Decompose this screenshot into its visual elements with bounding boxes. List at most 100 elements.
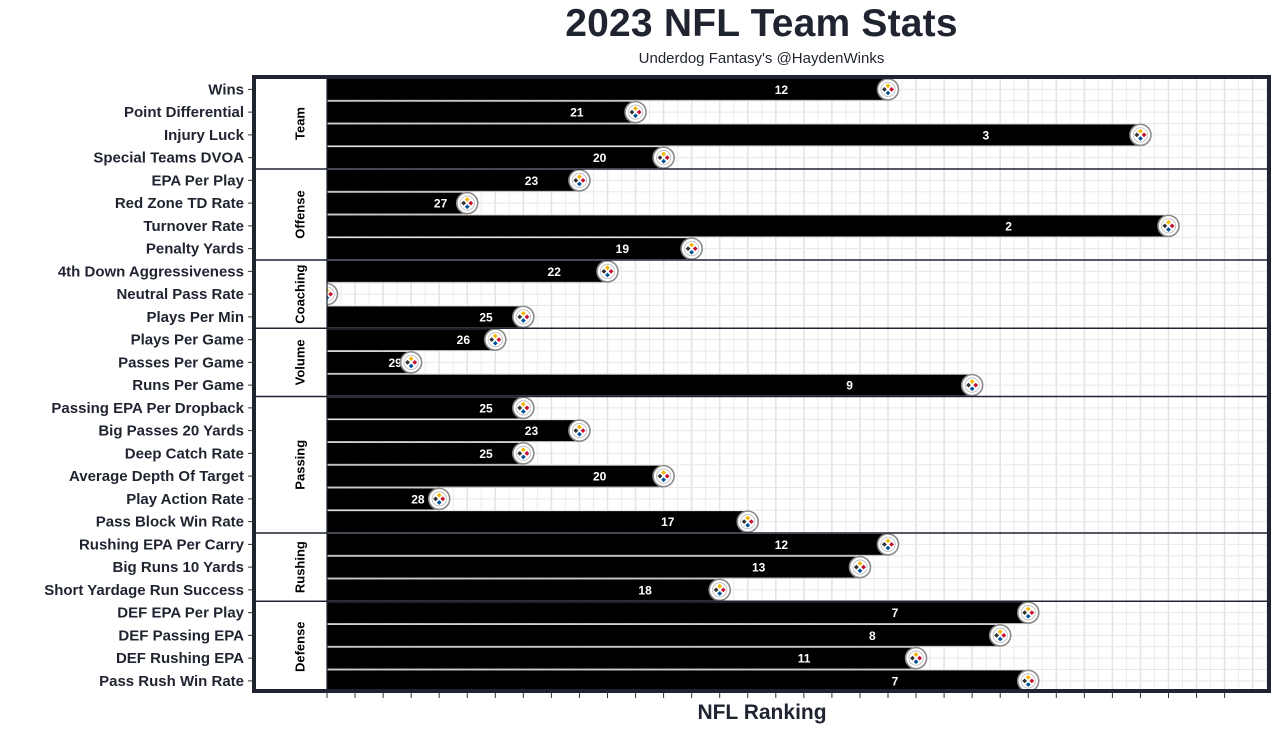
steelers-logo-icon (568, 169, 591, 192)
bar-value-label: 23 (525, 174, 539, 188)
bar (327, 647, 917, 669)
group-strip (254, 601, 327, 693)
bar-value-label: 2 (1005, 219, 1012, 233)
bar-value-label: 17 (661, 515, 675, 529)
bar (327, 670, 1029, 692)
group-label: Volume (293, 339, 308, 385)
category-label: DEF Rushing EPA (116, 650, 244, 667)
bar (327, 306, 524, 328)
bar (327, 215, 1169, 237)
category-label: Plays Per Game (131, 332, 244, 349)
category-label: Runs Per Game (132, 377, 244, 394)
steelers-logo-icon (1129, 123, 1152, 147)
group-label: Rushing (293, 541, 308, 593)
bar (327, 101, 636, 123)
steelers-logo-icon (988, 624, 1012, 647)
group-strip (254, 260, 327, 329)
category-label: Pass Block Win Rate (96, 514, 244, 531)
bar-value-label: 20 (593, 151, 607, 165)
bar (327, 329, 496, 351)
group-strip-layer: Team Offense Coaching Volume Passing Rushing D… (254, 78, 327, 693)
bar (327, 124, 1141, 146)
plot-frame (252, 75, 1271, 693)
category-label: Red Zone TD Rate (115, 195, 244, 212)
category-label: Big Runs 10 Yards (113, 559, 244, 576)
bar (327, 511, 748, 533)
category-label: Passes Per Game (118, 354, 244, 371)
category-label: Special Teams DVOA (93, 150, 244, 167)
category-label: Penalty Yards (146, 241, 244, 258)
bar (327, 420, 580, 442)
bar-value-label: 11 (798, 652, 811, 666)
steelers-logo-icon (483, 328, 507, 351)
bar (327, 556, 860, 578)
group-label: Offense (293, 190, 308, 238)
category-label: Average Depth Of Target (69, 468, 244, 485)
bar (327, 192, 468, 214)
bar-value-label: 25 (479, 310, 493, 324)
group-label: Coaching (293, 264, 308, 323)
group-label: Defense (293, 621, 308, 672)
bar (327, 579, 720, 601)
bar (327, 624, 1001, 646)
bar (327, 147, 664, 169)
bar (327, 260, 608, 282)
steelers-logo-icon (960, 373, 984, 397)
chart-title: 2023 NFL Team Stats (565, 2, 958, 45)
category-label: Neutral Pass Rate (116, 286, 244, 303)
bar-value-label: 21 (570, 106, 584, 120)
bar-value-label: 18 (638, 583, 652, 597)
steelers-logo-icon (596, 260, 619, 283)
category-label: Wins (208, 81, 244, 98)
category-labels-layer: Wins Point Differential Injury Luck Special… (44, 81, 254, 690)
steelers-logo-icon (624, 100, 647, 124)
steelers-logo-icon (512, 305, 535, 329)
frame-layer (252, 75, 1271, 693)
category-label: EPA Per Play (151, 172, 244, 189)
category-label: Injury Luck (164, 127, 245, 144)
steelers-logo-icon (708, 578, 732, 602)
category-label: Plays Per Min (146, 309, 244, 326)
group-strip (254, 396, 327, 533)
steelers-logo-icon (736, 510, 760, 533)
steelers-logo-icon (427, 487, 451, 511)
steelers-logo-icon (568, 419, 591, 442)
bar (327, 488, 440, 510)
x-ticks-layer (326, 692, 1226, 698)
bar-value-label: 12 (775, 538, 789, 552)
bar (327, 169, 580, 191)
steelers-logo-icon (512, 396, 535, 420)
steelers-logo-icon (680, 237, 703, 260)
category-label: Play Action Rate (126, 491, 244, 508)
group-label: Team (293, 107, 308, 140)
bar (327, 397, 524, 419)
bar (327, 465, 664, 487)
bar-value-label: 25 (479, 447, 493, 461)
bar (327, 238, 692, 260)
group-strip (254, 78, 327, 169)
bar (327, 442, 524, 464)
category-label: Point Differential (124, 104, 244, 121)
group-strip (254, 328, 327, 397)
group-label: Passing (293, 440, 308, 490)
bar-value-label: 13 (752, 561, 766, 575)
x-axis-label: NFL Ranking (697, 701, 826, 724)
bar-value-label: 29 (388, 356, 402, 370)
steelers-logo-icon (848, 555, 872, 579)
bar-value-label: 7 (892, 606, 899, 620)
category-label: DEF Passing EPA (118, 627, 244, 644)
category-label: Short Yardage Run Success (44, 582, 244, 599)
category-label: Big Passes 20 Yards (98, 423, 244, 440)
bar-value-label: 27 (434, 197, 448, 211)
bar (327, 533, 888, 555)
steelers-logo-icon (512, 442, 535, 465)
steelers-logo-icon (876, 533, 900, 556)
steelers-logo-icon (904, 646, 928, 670)
category-label: Pass Rush Win Rate (99, 673, 244, 690)
steelers-logo-icon (876, 78, 900, 101)
steelers-logo-icon (652, 464, 675, 488)
chart-subtitle: Underdog Fantasy's @HaydenWinks (638, 50, 885, 67)
bar-value-label: 7 (892, 674, 899, 688)
category-label: Passing EPA Per Dropback (51, 400, 244, 417)
